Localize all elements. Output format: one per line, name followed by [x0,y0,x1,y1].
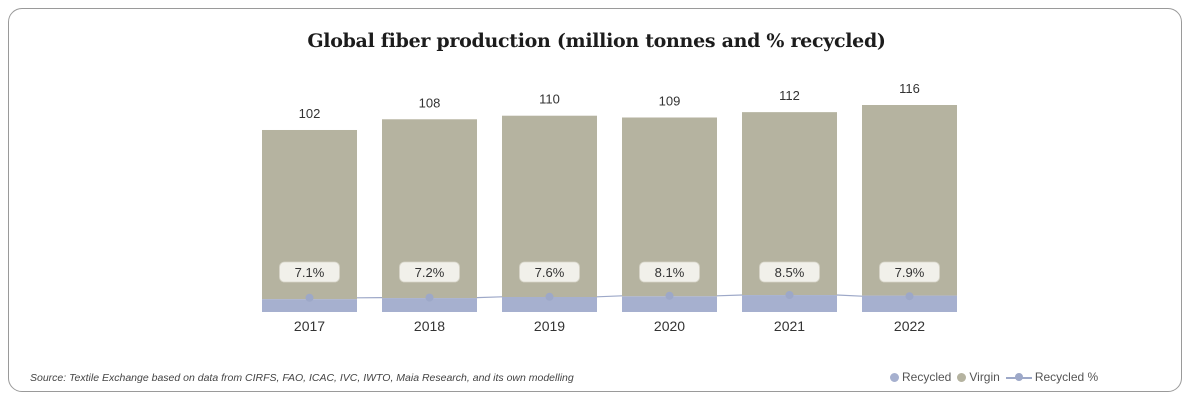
pct-label-box-2019 [519,261,580,283]
total-label-2018: 108 [419,95,441,110]
legend: Recycled Virgin Recycled % [890,370,1098,384]
recycled-pct-segment-2019 [596,295,623,298]
recycled-pct-point-2022 [905,292,914,301]
recycled-pct-segment-2021 [836,294,863,297]
recycled-pct-point-2018 [425,293,434,302]
pct-label-2018: 7.2% [415,265,445,280]
pct-label-box-2021 [759,261,820,283]
category-label-2022: 2022 [894,318,925,334]
recycled-pct-point-2020 [665,291,674,300]
category-label-2017: 2017 [294,318,325,334]
source-note: Source: Textile Exchange based on data f… [30,372,574,384]
pct-label-box-2017 [279,261,340,283]
total-label-2019: 110 [539,92,560,107]
category-label-2018: 2018 [414,318,445,334]
recycled-dot-icon [890,372,899,382]
chart-title: Global fiber production (million tonnes … [307,30,886,52]
total-label-2020: 109 [659,93,681,108]
legend-label-recycled: Recycled [902,370,952,384]
recycled-pct-segment-2018 [476,296,503,299]
recycled-pct-segment-2020 [716,294,743,297]
legend-item-virgin: Virgin [957,370,1000,384]
pct-label-2022: 7.9% [895,265,925,280]
bar-recycled-2021 [742,295,837,312]
pct-label-box-2020 [639,261,700,283]
bar-recycled-2017 [262,299,357,312]
legend-item-recycled-pct: Recycled % [1005,370,1099,384]
bar-recycled-2019 [502,297,597,312]
total-label-2017: 102 [299,106,321,121]
bar-recycled-2018 [382,298,477,312]
pct-label-2019: 7.6% [535,265,565,280]
bar-recycled-2020 [622,296,717,312]
legend-label-virgin: Virgin [969,370,1000,384]
recycled-pct-point-2019 [545,292,554,301]
legend-item-recycled: Recycled [890,370,951,384]
line-marker-icon [1005,372,1032,382]
pct-label-2020: 8.1% [655,265,685,280]
total-label-2022: 116 [899,81,920,96]
virgin-dot-icon [957,372,967,382]
category-label-2020: 2020 [654,318,685,334]
pct-label-2017: 7.1% [295,265,325,280]
legend-label-recycled-pct: Recycled % [1034,370,1099,384]
pct-label-2021: 8.5% [775,265,805,280]
recycled-pct-point-2021 [785,291,794,299]
bar-recycled-2022 [862,295,957,312]
category-label-2021: 2021 [774,318,805,334]
total-label-2021: 112 [779,88,800,103]
pct-label-box-2022 [879,261,940,283]
category-label-2019: 2019 [534,318,565,334]
pct-label-box-2018 [399,261,460,283]
recycled-pct-point-2017 [305,293,314,302]
